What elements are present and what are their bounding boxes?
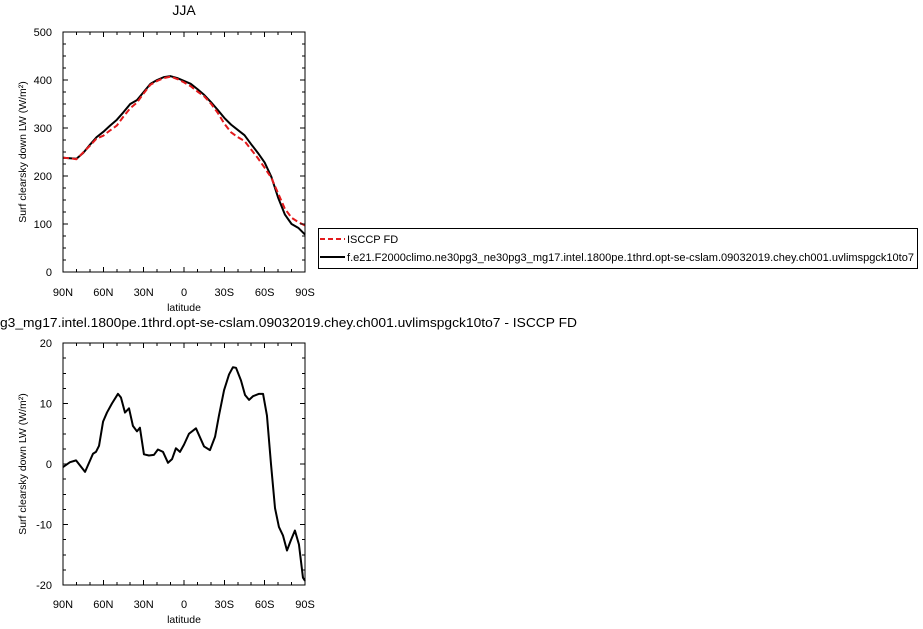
x-tick-label: 60N	[93, 287, 113, 299]
y-tick-label: 10	[40, 399, 52, 411]
zonal-mean-panel: 90N 60N 30N 0 30S 60S 90S 0 100 200 300 400 500 JJA la…	[17, 2, 315, 314]
y-axis-label: Surf clearsky down LW (W/m²)	[17, 81, 29, 223]
panel-title: JJA	[172, 2, 196, 18]
legend-box	[318, 228, 918, 269]
x-tick-label: 60S	[255, 287, 275, 299]
x-axis-label: latitude	[167, 302, 201, 314]
y-tick-label: 500	[34, 27, 52, 39]
x-axis-label: latitude	[167, 614, 201, 626]
x-tick-label: 90N	[53, 287, 73, 299]
y-tick-label: 300	[34, 123, 52, 135]
y-tick-label: 200	[34, 171, 52, 183]
x-tick-label: 60S	[255, 599, 275, 611]
legend-label-isccp-fd: ISCCP FD	[347, 234, 398, 246]
x-tick-label: 30S	[215, 287, 235, 299]
panel-title: g3_mg17.intel.1800pe.1thrd.opt-se-cslam.…	[0, 316, 577, 330]
y-tick-label: 400	[34, 75, 52, 87]
y-tick-label: 100	[34, 219, 52, 231]
series-line-model	[62, 75, 306, 236]
x-tick-label: 30S	[215, 599, 235, 611]
y-tick-label: 20	[40, 338, 52, 350]
y-tick-label: 0	[46, 459, 52, 471]
legend-label-model: f.e21.F2000climo.ne30pg3_ne30pg3_mg17.in…	[347, 252, 914, 264]
x-tick-label: 0	[181, 287, 187, 299]
y-tick-label: 0	[46, 267, 52, 279]
x-tick-label: 0	[181, 599, 187, 611]
y-tick-label: -20	[36, 580, 52, 592]
difference-panel: 90N 60N 30N 0 30S 60S 90S -20 -10 0 10 20 g3_mg17.in…	[0, 316, 577, 626]
x-tick-label: 90N	[53, 599, 73, 611]
legend: ISCCP FD f.e21.F2000climo.ne30pg3_ne30pg…	[318, 228, 918, 269]
series-line-difference	[62, 366, 306, 582]
x-tick-label: 90S	[295, 599, 315, 611]
y-axis-label: Surf clearsky down LW (W/m²)	[17, 393, 29, 535]
x-tick-label: 60N	[93, 599, 113, 611]
x-tick-label: 90S	[295, 287, 315, 299]
x-tick-label: 30N	[134, 599, 154, 611]
y-tick-label: -10	[36, 520, 52, 532]
x-tick-label: 30N	[134, 287, 154, 299]
series-line-isccp-fd	[62, 75, 306, 227]
